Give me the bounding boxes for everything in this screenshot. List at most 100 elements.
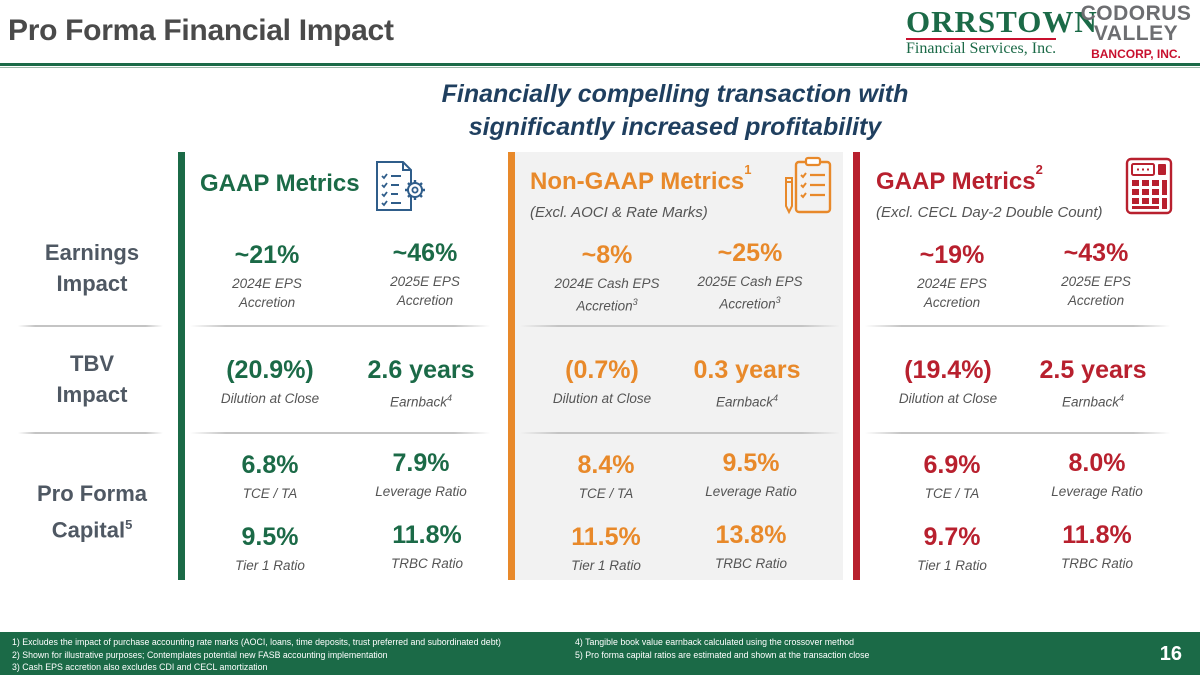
footnotes-left: 1) Excludes the impact of purchase accou…	[12, 636, 501, 674]
gaap-leverage: 7.9% Leverage Ratio	[346, 448, 496, 501]
gaap-eps-2025: ~46% 2025E EPS Accretion	[350, 238, 500, 310]
orrstown-logo-name: ORRSTOWN	[906, 4, 1098, 39]
metric-label: Tier 1 Ratio	[571, 558, 641, 573]
metric-label-text: Accretion	[719, 296, 776, 312]
metric-label: 2025E Cash EPS Accretion3	[675, 272, 825, 314]
gaap-trbc: 11.8% TRBC Ratio	[352, 520, 502, 573]
row-divider	[520, 325, 840, 327]
gaap-section-title: GAAP Metrics	[200, 170, 360, 197]
gaap-cecl-title-text: GAAP Metrics	[876, 168, 1036, 195]
row-label-tbv: TBV Impact	[22, 348, 162, 410]
metric-value: 11.5%	[571, 523, 641, 551]
row-divider	[865, 325, 1170, 327]
gaap-cecl-section-title: GAAP Metrics2	[876, 162, 1043, 196]
footnotes-bar	[0, 632, 1200, 675]
gaap-dilution: (20.9%) Dilution at Close	[195, 355, 345, 408]
gaap-earnback: 2.6 years Earnback4	[346, 355, 496, 412]
gaap-tier1: 9.5% Tier 1 Ratio	[195, 522, 345, 575]
metric-value: ~43%	[1063, 239, 1129, 267]
row-label-tbv-line2: Impact	[56, 382, 128, 407]
metric-label-line2: Accretion	[1067, 293, 1125, 308]
footnote: 3) Cash EPS accretion also excludes CDI …	[12, 662, 268, 672]
gaap-cecl-eps-2024: ~19% 2024E EPS Accretion	[877, 240, 1027, 312]
footnote-ref: 4	[773, 393, 779, 403]
metric-label: Dilution at Close	[898, 391, 998, 406]
footnote-ref: 1	[744, 162, 752, 177]
nongaap-leverage: 9.5% Leverage Ratio	[676, 448, 826, 501]
clipboard-checklist-icon	[785, 156, 832, 215]
gaap-cecl-column-bar	[853, 152, 860, 580]
metric-value: 7.9%	[392, 449, 450, 477]
row-divider	[190, 325, 490, 327]
metric-label: Leverage Ratio	[375, 484, 467, 499]
metric-label-text: Earnback	[1061, 394, 1120, 410]
metric-label: Dilution at Close	[220, 391, 320, 406]
metric-value: 2.5 years	[1039, 356, 1147, 384]
metric-label-line1: 2025E EPS	[1061, 274, 1131, 289]
headline-line1: Financially compelling transaction with	[441, 80, 909, 108]
metric-value: 11.8%	[392, 521, 462, 549]
metric-label: TCE / TA	[924, 486, 980, 501]
metric-value: 8.0%	[1068, 449, 1126, 477]
nongaap-cash-eps-2024: ~8% 2024E Cash EPS Accretion3	[532, 240, 682, 316]
calculator-icon	[1125, 157, 1173, 215]
metric-label-line1: 2024E Cash EPS	[554, 276, 660, 291]
nongaap-cash-eps-2025: ~25% 2025E Cash EPS Accretion3	[675, 238, 825, 314]
orrstown-logo-sub: Financial Services, Inc.	[906, 40, 1057, 57]
footnote: 4) Tangible book value earnback calculat…	[575, 637, 855, 647]
metric-label-line2: Accretion	[396, 293, 454, 308]
metric-label: TRBC Ratio	[714, 556, 787, 571]
metric-value: 9.5%	[241, 523, 299, 551]
metric-value: 11.8%	[1062, 521, 1132, 549]
metric-label: Leverage Ratio	[1051, 484, 1143, 499]
metric-label-line1: 2024E EPS	[232, 276, 302, 291]
footnote-ref: 2	[1035, 162, 1043, 177]
row-divider	[865, 432, 1170, 434]
orrstown-logo-bar	[906, 38, 1056, 40]
metric-value: (19.4%)	[904, 356, 992, 384]
gaap-cecl-section-subtitle: (Excl. CECL Day-2 Double Count)	[876, 204, 1103, 221]
row-label-capital-text: Capital	[51, 517, 126, 543]
document-gear-icon	[376, 161, 425, 211]
metric-label-line1: 2025E EPS	[390, 274, 460, 289]
nongaap-column-bar	[508, 152, 515, 580]
nongaap-earnback: 0.3 years Earnback4	[672, 355, 822, 412]
codorus-logo-line1: CODORUS	[1080, 2, 1192, 25]
nongaap-trbc: 13.8% TRBC Ratio	[676, 520, 826, 573]
metric-value: ~19%	[919, 241, 985, 269]
metric-label-text: Accretion	[576, 298, 633, 314]
metric-label: TCE / TA	[242, 486, 298, 501]
row-label-capital: Pro Forma Capital5	[22, 478, 162, 545]
row-label-earnings: Earnings Impact	[22, 237, 162, 299]
nongaap-column-background	[513, 152, 843, 580]
metric-label-line1: 2024E EPS	[917, 276, 987, 291]
nongaap-section-title: Non-GAAP Metrics1	[530, 162, 752, 196]
metric-label: Tier 1 Ratio	[917, 558, 987, 573]
title-divider	[0, 63, 1200, 66]
metric-label-line2: Accretion3	[532, 293, 682, 316]
footnote-ref: 4	[1119, 393, 1125, 403]
metric-label-line2: Accretion3	[675, 291, 825, 314]
row-label-earnings-line1: Earnings	[44, 240, 140, 265]
metric-label: 2024E EPS Accretion	[192, 274, 342, 312]
metric-label: Earnback4	[1018, 389, 1168, 412]
row-divider	[18, 432, 163, 434]
footnote: 2) Shown for illustrative purposes; Cont…	[12, 649, 388, 660]
nongaap-tce-ta: 8.4% TCE / TA	[531, 450, 681, 503]
metric-label-line1: 2025E Cash EPS	[697, 274, 803, 289]
metric-label: Leverage Ratio	[705, 484, 797, 499]
nongaap-section-subtitle: (Excl. AOCI & Rate Marks)	[530, 204, 708, 221]
gaap-cecl-tier1: 9.7% Tier 1 Ratio	[877, 522, 1027, 575]
footnote-ref: 3	[775, 295, 781, 305]
gaap-cecl-earnback: 2.5 years Earnback4	[1018, 355, 1168, 412]
metric-label: 2025E EPS Accretion	[350, 272, 500, 310]
row-label-capital-line1: Pro Forma	[36, 481, 148, 506]
gaap-cecl-trbc: 11.8% TRBC Ratio	[1022, 520, 1172, 573]
gaap-eps-2024: ~21% 2024E EPS Accretion	[192, 240, 342, 312]
orrstown-logo: ORRSTOWN Financial Services, Inc.	[906, 4, 1097, 60]
metric-label: TCE / TA	[578, 486, 634, 501]
codorus-valley-logo: CODORUS VALLEY BANCORP, INC.	[1072, 2, 1200, 62]
metric-value: ~21%	[234, 241, 300, 269]
metric-label-line2: Accretion	[923, 295, 981, 310]
footnote-ref: 4	[447, 393, 453, 403]
